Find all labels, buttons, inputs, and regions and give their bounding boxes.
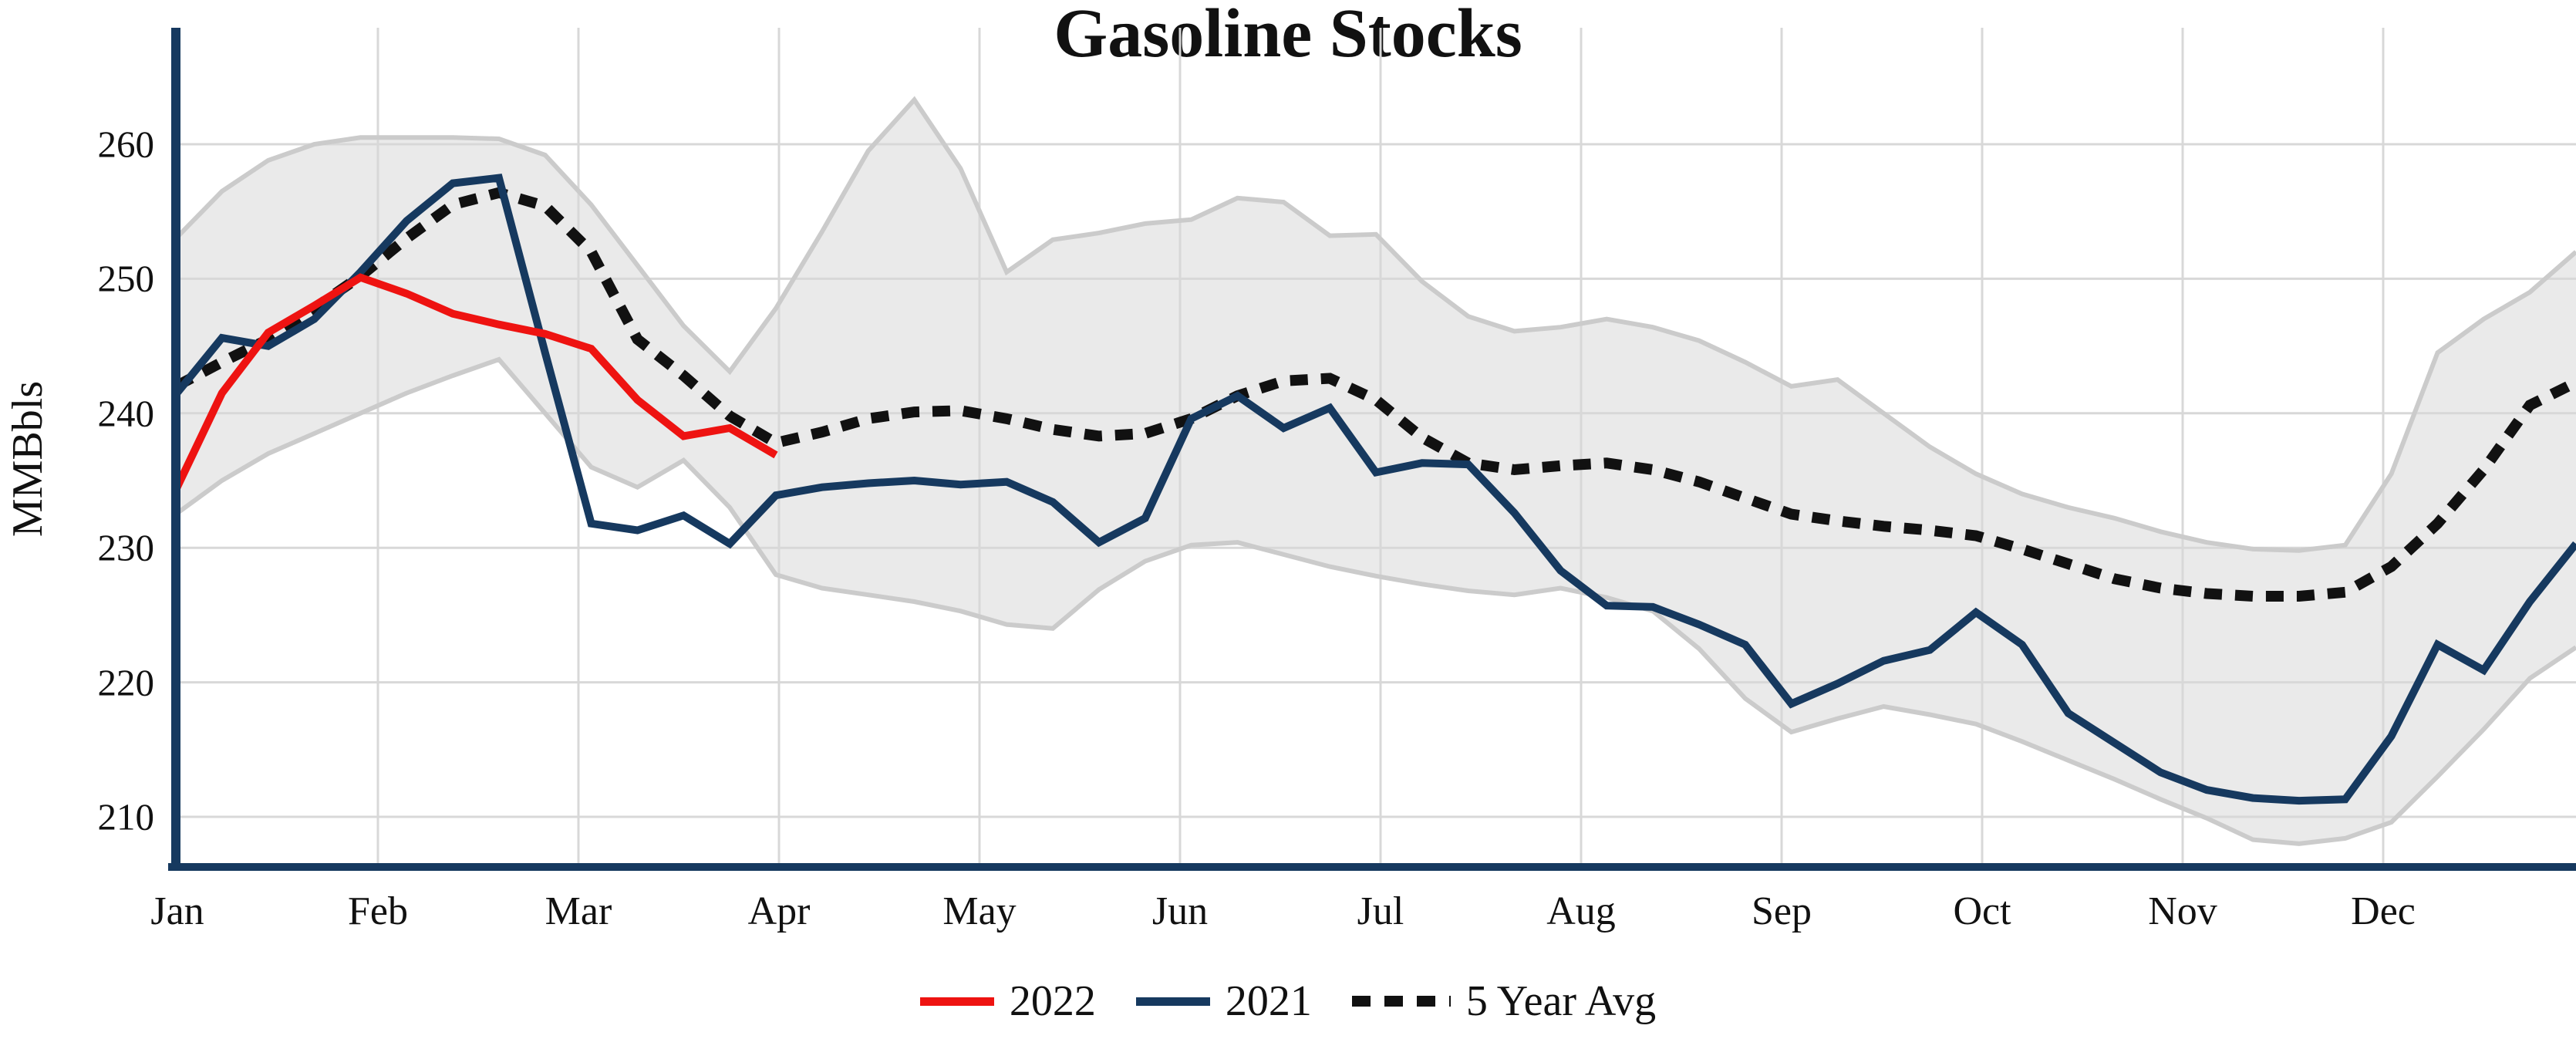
legend-label-2022: 2022 (1009, 977, 1096, 1025)
series-5yr-avg-line (173, 187, 2576, 602)
band-lower-edge (174, 356, 2576, 846)
legend-item-2022: 2022 (919, 977, 1096, 1025)
y-tick-label-220: 220 (97, 661, 155, 704)
y-tick-label-260: 260 (97, 123, 155, 166)
y-tick-label-240: 240 (97, 392, 155, 435)
x-tick-label-nov: Nov (2148, 889, 2217, 933)
x-tick-label-mar: Mar (545, 889, 612, 933)
x-axis-spine (168, 863, 2576, 871)
x-tick-label-dec: Dec (2351, 889, 2416, 933)
legend: 2022 2021 5 Year Avg (0, 978, 2576, 1024)
y-tick-label-250: 250 (97, 257, 155, 300)
y-tick-label-230: 230 (97, 526, 155, 569)
x-tick-label-jan: Jan (150, 889, 204, 933)
x-tick-label-jun: Jun (1151, 889, 1209, 933)
series-2021-line (173, 174, 2576, 805)
chart-title: Gasoline Stocks (1054, 0, 1522, 72)
legend-swatch-5yr-avg-dotted-line (1351, 996, 1451, 1007)
y-tick-label-210: 210 (97, 795, 155, 838)
x-tick-label-oct: Oct (1953, 889, 2011, 933)
legend-item-2021: 2021 (1135, 977, 1312, 1025)
legend-item-5yr-avg: 5 Year Avg (1351, 977, 1657, 1025)
x-tick-label-aug: Aug (1546, 889, 1616, 933)
band-upper-edge (174, 96, 2576, 553)
x-tick-label-apr: Apr (747, 889, 811, 933)
legend-swatch-2021-line (1135, 997, 1210, 1006)
x-tick-label-jul: Jul (1357, 889, 1404, 933)
x-tick-label-may: May (942, 889, 1017, 933)
x-tick-label-sep: Sep (1752, 889, 1812, 933)
x-tick-label-feb: Feb (348, 889, 408, 933)
legend-label-5yr-avg: 5 Year Avg (1465, 977, 1657, 1025)
legend-swatch-2022-line (919, 997, 994, 1006)
legend-label-2021: 2021 (1225, 977, 1312, 1025)
y-axis-spine (171, 28, 180, 871)
series-2022-line (172, 273, 778, 492)
y-axis-title: MMBbls (4, 380, 52, 538)
